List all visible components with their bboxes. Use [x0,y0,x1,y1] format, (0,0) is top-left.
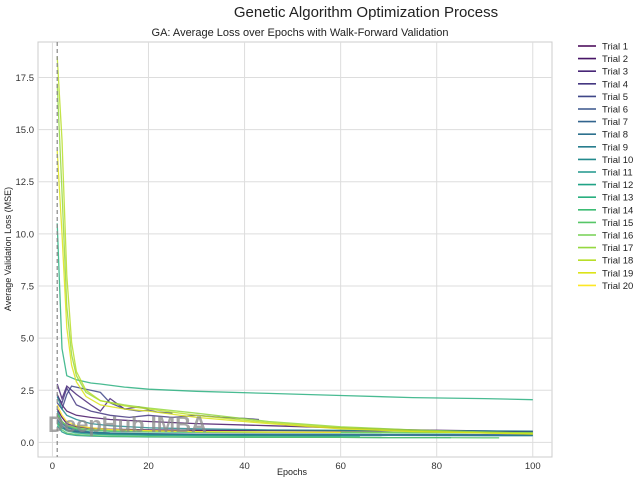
y-tick-label: 7.5 [21,281,34,292]
y-tick-label: 2.5 [21,386,34,397]
legend-label: Trial 5 [602,92,628,103]
x-tick-label: 80 [431,461,442,472]
x-tick-label: 60 [335,461,346,472]
x-axis-label: Epochs [277,467,308,477]
legend-label: Trial 16 [602,231,633,242]
series-line-trial-13 [56,223,533,401]
chart-title: GA: Average Loss over Epochs with Walk-F… [152,27,449,39]
series-line-trial-3 [56,383,149,412]
x-tick-label: 0 [50,461,55,472]
series-lines [56,56,533,439]
series-line-trial-20 [56,404,341,434]
legend-label: Trial 9 [602,142,628,153]
y-axis-ticks: 0.0 2.5 5.0 7.5 10.0 12.5 15.0 17.5 [16,73,35,449]
series-line-trial-9 [56,410,533,437]
y-axis-label: Average Validation Loss (MSE) [3,187,13,311]
y-tick-label: 0.0 [21,438,34,449]
grid [38,42,552,457]
legend-label: Trial 17 [602,243,633,254]
series-line-trial-17 [56,83,533,434]
x-tick-label: 100 [525,461,541,472]
x-tick-label: 20 [143,461,154,472]
legend-label: Trial 14 [602,205,633,216]
legend-label: Trial 6 [602,105,628,116]
legend-label: Trial 19 [602,268,633,279]
legend-label: Trial 10 [602,155,633,166]
legend-label: Trial 1 [602,42,628,53]
legend-label: Trial 15 [602,218,633,229]
legend-label: Trial 12 [602,180,633,191]
chart-suptitle: Genetic Algorithm Optimization Process [234,4,498,21]
plot-area [37,41,553,458]
watermark: DeepHub IMBA [48,412,207,437]
legend-label: Trial 18 [602,256,633,267]
series-line-trial-12 [56,421,360,437]
series-line-trial-5 [56,385,173,414]
legend-label: Trial 13 [602,193,633,204]
y-tick-label: 5.0 [21,334,34,345]
series-line-trial-19 [56,150,533,435]
y-tick-label: 10.0 [16,229,35,240]
legend-label: Trial 7 [602,117,628,128]
legend-label: Trial 11 [602,168,633,179]
series-line-trial-15 [56,423,500,439]
y-tick-label: 15.0 [16,125,35,136]
legend-label: Trial 4 [602,79,628,90]
x-axis-ticks: 0 20 40 60 80 100 [50,461,541,472]
legend-label: Trial 2 [602,54,628,65]
legend-label: Trial 3 [602,67,628,78]
legend-label: Trial 20 [602,281,633,292]
y-tick-label: 12.5 [16,177,35,188]
legend-label: Trial 8 [602,130,628,141]
y-tick-label: 17.5 [16,73,35,84]
x-tick-label: 40 [239,461,250,472]
series-line-trial-18 [56,56,533,435]
